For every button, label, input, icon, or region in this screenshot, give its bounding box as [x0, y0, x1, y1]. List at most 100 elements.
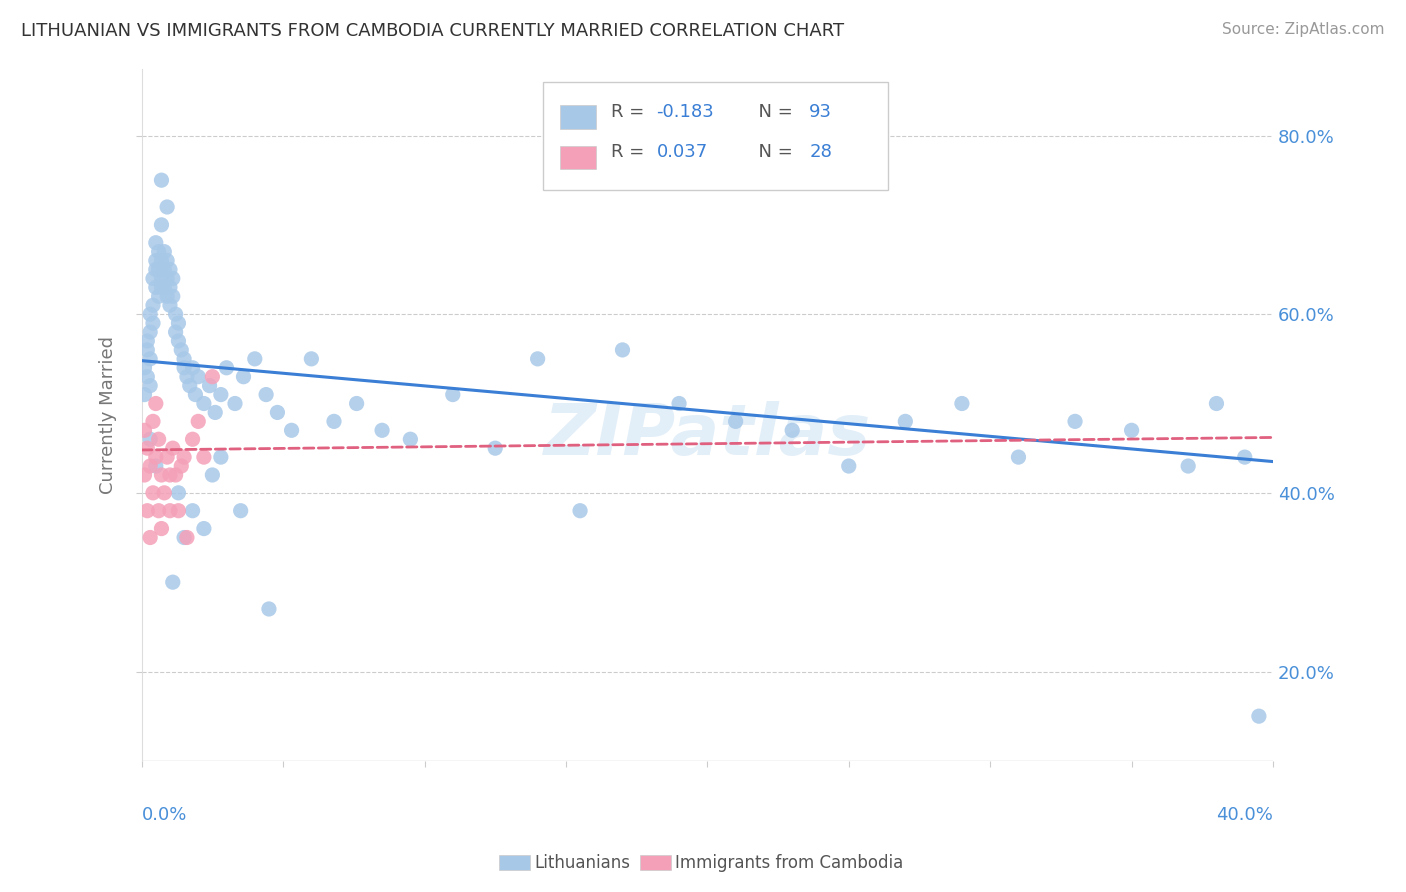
Point: [229, 504, 252, 518]
Point: [142, 316, 165, 330]
Point: [257, 602, 280, 616]
Point: [153, 244, 176, 259]
Point: [668, 396, 690, 410]
Text: 28: 28: [810, 144, 832, 161]
Point: [150, 218, 173, 232]
Point: [145, 458, 167, 473]
Point: [148, 262, 170, 277]
Point: [150, 522, 173, 536]
Text: 0.0%: 0.0%: [142, 805, 187, 824]
Point: [441, 387, 464, 401]
Point: [145, 262, 167, 277]
Point: [204, 405, 226, 419]
Point: [162, 271, 184, 285]
Point: [184, 387, 207, 401]
Point: [134, 423, 156, 437]
Point: [165, 467, 187, 482]
Point: [1121, 423, 1143, 437]
Point: [193, 522, 215, 536]
Point: [187, 414, 209, 428]
Point: [159, 504, 181, 518]
Point: [162, 441, 184, 455]
Point: [1233, 450, 1256, 464]
Point: [1205, 396, 1227, 410]
Point: [148, 432, 170, 446]
Point: [167, 504, 190, 518]
Point: [299, 351, 322, 366]
Point: [142, 298, 165, 312]
Point: [162, 575, 184, 590]
Point: [150, 271, 173, 285]
Point: [173, 450, 195, 464]
Point: [134, 360, 156, 375]
Point: [1177, 458, 1199, 473]
Point: [254, 387, 277, 401]
Bar: [560, 145, 596, 169]
Point: [148, 244, 170, 259]
Point: [173, 360, 195, 375]
Point: [136, 343, 159, 357]
Point: [134, 467, 156, 482]
Point: [780, 423, 803, 437]
FancyBboxPatch shape: [543, 82, 889, 190]
Point: [139, 378, 162, 392]
Point: [153, 486, 176, 500]
Point: [224, 396, 246, 410]
Point: [167, 316, 190, 330]
Point: [346, 396, 368, 410]
Point: [139, 458, 162, 473]
Text: -0.183: -0.183: [657, 103, 714, 121]
Point: [612, 343, 634, 357]
Text: 40.0%: 40.0%: [1216, 805, 1272, 824]
Bar: [560, 105, 596, 128]
Point: [1064, 414, 1087, 428]
Point: [139, 432, 162, 446]
Point: [176, 531, 198, 545]
Text: 0.037: 0.037: [657, 144, 707, 161]
Point: [153, 280, 176, 294]
Point: [142, 271, 165, 285]
Point: [145, 235, 167, 250]
Point: [193, 450, 215, 464]
Point: [145, 253, 167, 268]
Point: [156, 289, 179, 303]
Point: [170, 458, 193, 473]
Point: [167, 334, 190, 348]
Point: [198, 378, 221, 392]
Point: [153, 262, 176, 277]
Point: [145, 280, 167, 294]
Point: [181, 360, 204, 375]
Point: [894, 414, 917, 428]
Point: [150, 253, 173, 268]
Point: [181, 432, 204, 446]
Text: 93: 93: [810, 103, 832, 121]
Point: [156, 271, 179, 285]
Point: [156, 200, 179, 214]
Point: [724, 414, 747, 428]
Point: [173, 531, 195, 545]
Point: [139, 351, 162, 366]
Point: [150, 173, 173, 187]
Point: [526, 351, 548, 366]
Point: [136, 504, 159, 518]
Point: [232, 369, 254, 384]
Point: [201, 467, 224, 482]
Point: [167, 486, 190, 500]
Point: [150, 280, 173, 294]
Text: R =: R =: [612, 144, 650, 161]
Point: [139, 531, 162, 545]
Point: [159, 298, 181, 312]
Point: [156, 253, 179, 268]
Point: [173, 351, 195, 366]
Point: [148, 289, 170, 303]
Point: [1007, 450, 1029, 464]
Point: [142, 486, 165, 500]
Point: [136, 334, 159, 348]
Point: [193, 396, 215, 410]
Point: [134, 387, 156, 401]
Point: [187, 369, 209, 384]
Text: N =: N =: [747, 103, 799, 121]
Point: [1247, 709, 1270, 723]
Text: N =: N =: [747, 144, 799, 161]
Point: [139, 307, 162, 321]
